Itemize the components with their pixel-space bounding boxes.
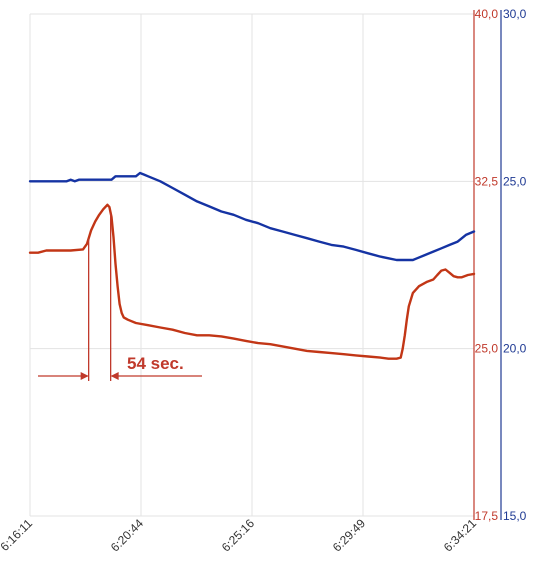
right-axis-tick-labels: 30,0 25,0 20,0 15,0 [503, 7, 527, 523]
right-axis-tick-label: 30,0 [503, 7, 527, 21]
grid-lines [29, 13, 475, 517]
left-axis-tick-labels: 40,0 32,5 25,0 17,5 [475, 7, 499, 523]
right-axis-tick-label: 25,0 [503, 174, 527, 188]
left-axis-tick-label: 25,0 [475, 342, 499, 356]
x-tick-labels: 6:16:11 6:20:44 6:25:16 6:29:49 6:34:21 [0, 516, 479, 554]
left-axis-tick-label: 32,5 [475, 174, 499, 188]
x-tick-label: 6:29:49 [330, 516, 368, 554]
duration-annotation: 54 sec. [38, 213, 202, 381]
x-tick-label: 6:34:21 [441, 516, 479, 554]
annotation-label: 54 sec. [127, 354, 184, 373]
series-line-blue [28, 171, 476, 262]
left-axis-tick-label: 40,0 [475, 7, 499, 21]
chart-axes [473, 10, 502, 520]
left-axis-tick-label: 17,5 [475, 509, 499, 523]
series-group [28, 171, 476, 360]
series-line-red [28, 203, 476, 360]
right-axis-tick-label: 20,0 [503, 342, 527, 356]
x-tick-label: 6:16:11 [0, 516, 35, 554]
x-tick-label: 6:20:44 [108, 516, 146, 554]
annotation-arrowhead-right [110, 372, 119, 380]
right-axis-tick-label: 15,0 [503, 509, 527, 523]
annotation-arrowhead-left [80, 372, 89, 380]
x-tick-label: 6:25:16 [219, 516, 257, 554]
